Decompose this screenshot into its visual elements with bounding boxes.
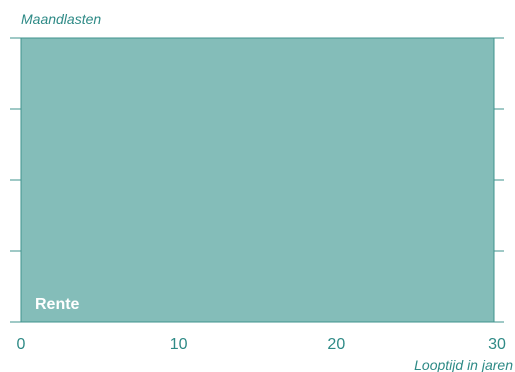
y-axis-label: Maandlasten bbox=[21, 11, 101, 27]
x-tick-label: 10 bbox=[170, 336, 188, 353]
plot-area: Rente bbox=[10, 37, 504, 323]
x-ticks: 0 10 20 30 bbox=[17, 336, 506, 353]
y-ticks bbox=[10, 37, 504, 323]
x-tick-label: 30 bbox=[488, 336, 506, 353]
x-axis-label: Looptijd in jaren bbox=[414, 357, 513, 372]
series-area-rente bbox=[21, 38, 494, 322]
x-tick-label: 0 bbox=[17, 336, 26, 353]
x-tick-label: 20 bbox=[327, 336, 345, 353]
series-label: Rente bbox=[35, 296, 80, 313]
